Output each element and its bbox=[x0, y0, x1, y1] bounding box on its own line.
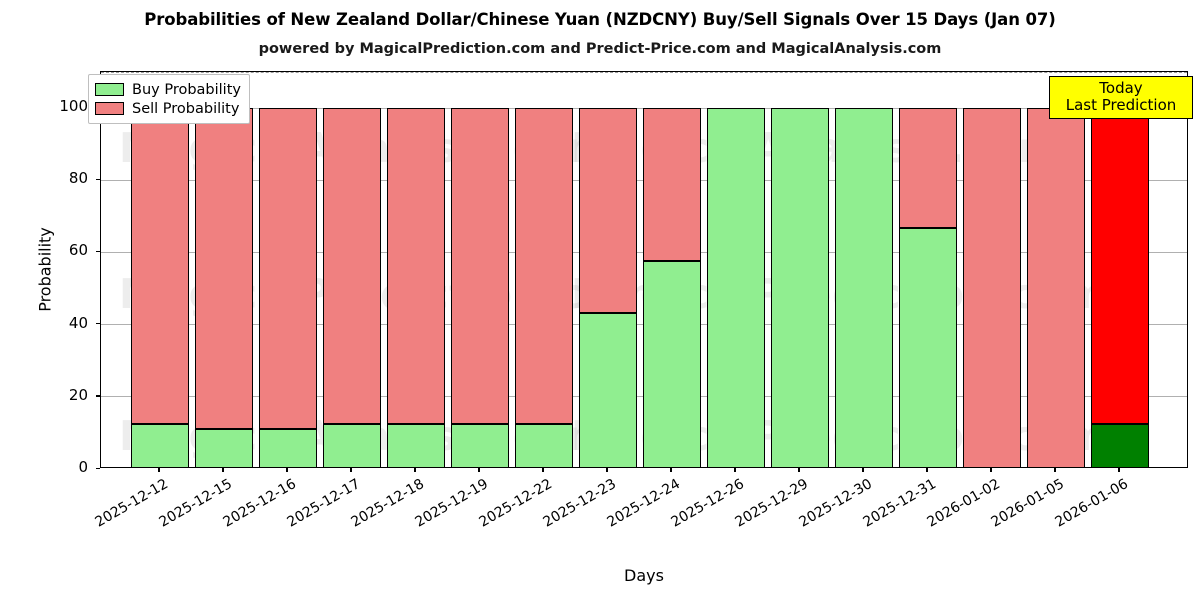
bar[interactable] bbox=[387, 72, 445, 467]
y-tick-label: 40 bbox=[68, 313, 88, 332]
bar[interactable] bbox=[451, 72, 509, 467]
x-tick-mark bbox=[414, 468, 416, 472]
bar-segment-buy[interactable] bbox=[451, 423, 509, 467]
x-tick-mark bbox=[798, 468, 800, 472]
bar[interactable] bbox=[515, 72, 573, 467]
bar-segment-sell[interactable] bbox=[323, 108, 381, 424]
legend-label-sell: Sell Probability bbox=[132, 100, 240, 117]
x-tick-mark bbox=[1054, 468, 1056, 472]
y-tick-label: 80 bbox=[68, 169, 88, 188]
y-tick-label: 60 bbox=[68, 241, 88, 260]
bar[interactable] bbox=[707, 72, 765, 467]
bar-segment-buy[interactable] bbox=[707, 108, 765, 467]
bar-segment-buy[interactable] bbox=[195, 428, 253, 467]
bar-segment-buy[interactable] bbox=[899, 228, 957, 467]
bar[interactable] bbox=[131, 72, 189, 467]
bar-today[interactable] bbox=[1091, 72, 1149, 467]
chart-title: Probabilities of New Zealand Dollar/Chin… bbox=[144, 10, 1056, 29]
bar-segment-buy[interactable] bbox=[515, 423, 573, 467]
bar-segment-buy[interactable] bbox=[835, 108, 893, 467]
x-tick-mark bbox=[542, 468, 544, 472]
y-tick-label: 20 bbox=[68, 385, 88, 404]
bar[interactable] bbox=[643, 72, 701, 467]
legend-label-buy: Buy Probability bbox=[132, 81, 241, 98]
bar-segment-sell[interactable] bbox=[1091, 108, 1149, 424]
x-tick-mark bbox=[990, 468, 992, 472]
chart-legend: Buy Probability Sell Probability bbox=[88, 74, 250, 124]
legend-swatch-buy bbox=[95, 83, 124, 96]
y-tick-mark bbox=[96, 178, 100, 181]
y-tick-mark bbox=[96, 323, 100, 325]
x-tick-mark bbox=[926, 468, 928, 472]
legend-item-sell: Sell Probability bbox=[95, 99, 241, 118]
legend-swatch-sell bbox=[95, 102, 124, 115]
bar[interactable] bbox=[259, 72, 317, 467]
bar-segment-sell[interactable] bbox=[579, 108, 637, 313]
bar[interactable] bbox=[323, 72, 381, 467]
today-annotation: Today Last Prediction bbox=[1049, 76, 1193, 119]
reference-dashed-line bbox=[101, 72, 1187, 73]
bar-segment-buy[interactable] bbox=[579, 312, 637, 467]
bar-segment-sell[interactable] bbox=[899, 108, 957, 229]
y-tick-mark bbox=[96, 395, 100, 397]
bar-segment-sell[interactable] bbox=[1027, 108, 1085, 467]
bar[interactable] bbox=[835, 72, 893, 467]
y-tick-mark bbox=[96, 250, 100, 253]
x-tick-mark bbox=[670, 468, 672, 472]
today-label-line2: Last Prediction bbox=[1065, 95, 1177, 114]
y-tick-mark bbox=[96, 467, 100, 469]
bar-segment-sell[interactable] bbox=[515, 108, 573, 424]
plot-inner: MagicalAnalysis.comMagicalAnalysis.comMa… bbox=[101, 72, 1187, 467]
bar[interactable] bbox=[1027, 72, 1085, 467]
y-tick-label: 100 bbox=[59, 97, 88, 116]
bar[interactable] bbox=[899, 72, 957, 467]
bar[interactable] bbox=[771, 72, 829, 467]
x-tick-mark bbox=[734, 468, 736, 472]
x-tick-mark bbox=[158, 468, 160, 472]
today-label-line1: Today bbox=[1099, 79, 1143, 97]
x-tick-mark bbox=[606, 468, 608, 472]
bar-segment-buy[interactable] bbox=[643, 260, 701, 467]
bar[interactable] bbox=[195, 72, 253, 467]
x-tick-mark bbox=[222, 468, 224, 472]
x-tick-mark bbox=[350, 468, 352, 472]
bar-segment-sell[interactable] bbox=[259, 108, 317, 429]
bar-segment-buy[interactable] bbox=[1091, 423, 1149, 467]
bar-segment-sell[interactable] bbox=[963, 108, 1021, 467]
x-tick-mark bbox=[286, 468, 288, 472]
x-axis-title: Days bbox=[624, 566, 664, 585]
bar-segment-sell[interactable] bbox=[195, 108, 253, 429]
chart-subtitle: powered by MagicalPrediction.com and Pre… bbox=[258, 41, 942, 57]
bar-segment-sell[interactable] bbox=[387, 108, 445, 424]
bar-segment-buy[interactable] bbox=[323, 423, 381, 467]
bar-segment-buy[interactable] bbox=[259, 428, 317, 467]
y-tick-label: 0 bbox=[78, 458, 88, 476]
bar[interactable] bbox=[579, 72, 637, 467]
plot-area: MagicalAnalysis.comMagicalAnalysis.comMa… bbox=[100, 71, 1188, 468]
x-tick-mark bbox=[1118, 468, 1120, 472]
bar[interactable] bbox=[963, 72, 1021, 467]
bar-segment-sell[interactable] bbox=[643, 108, 701, 261]
y-axis-title: Probability bbox=[35, 226, 55, 312]
bar-segment-sell[interactable] bbox=[131, 108, 189, 424]
bar-segment-sell[interactable] bbox=[451, 108, 509, 424]
x-tick-mark bbox=[478, 468, 480, 472]
bar-segment-buy[interactable] bbox=[771, 108, 829, 467]
bar-segment-buy[interactable] bbox=[387, 423, 445, 467]
legend-item-buy: Buy Probability bbox=[95, 80, 241, 99]
x-tick-mark bbox=[862, 468, 864, 472]
bar-segment-buy[interactable] bbox=[131, 423, 189, 467]
